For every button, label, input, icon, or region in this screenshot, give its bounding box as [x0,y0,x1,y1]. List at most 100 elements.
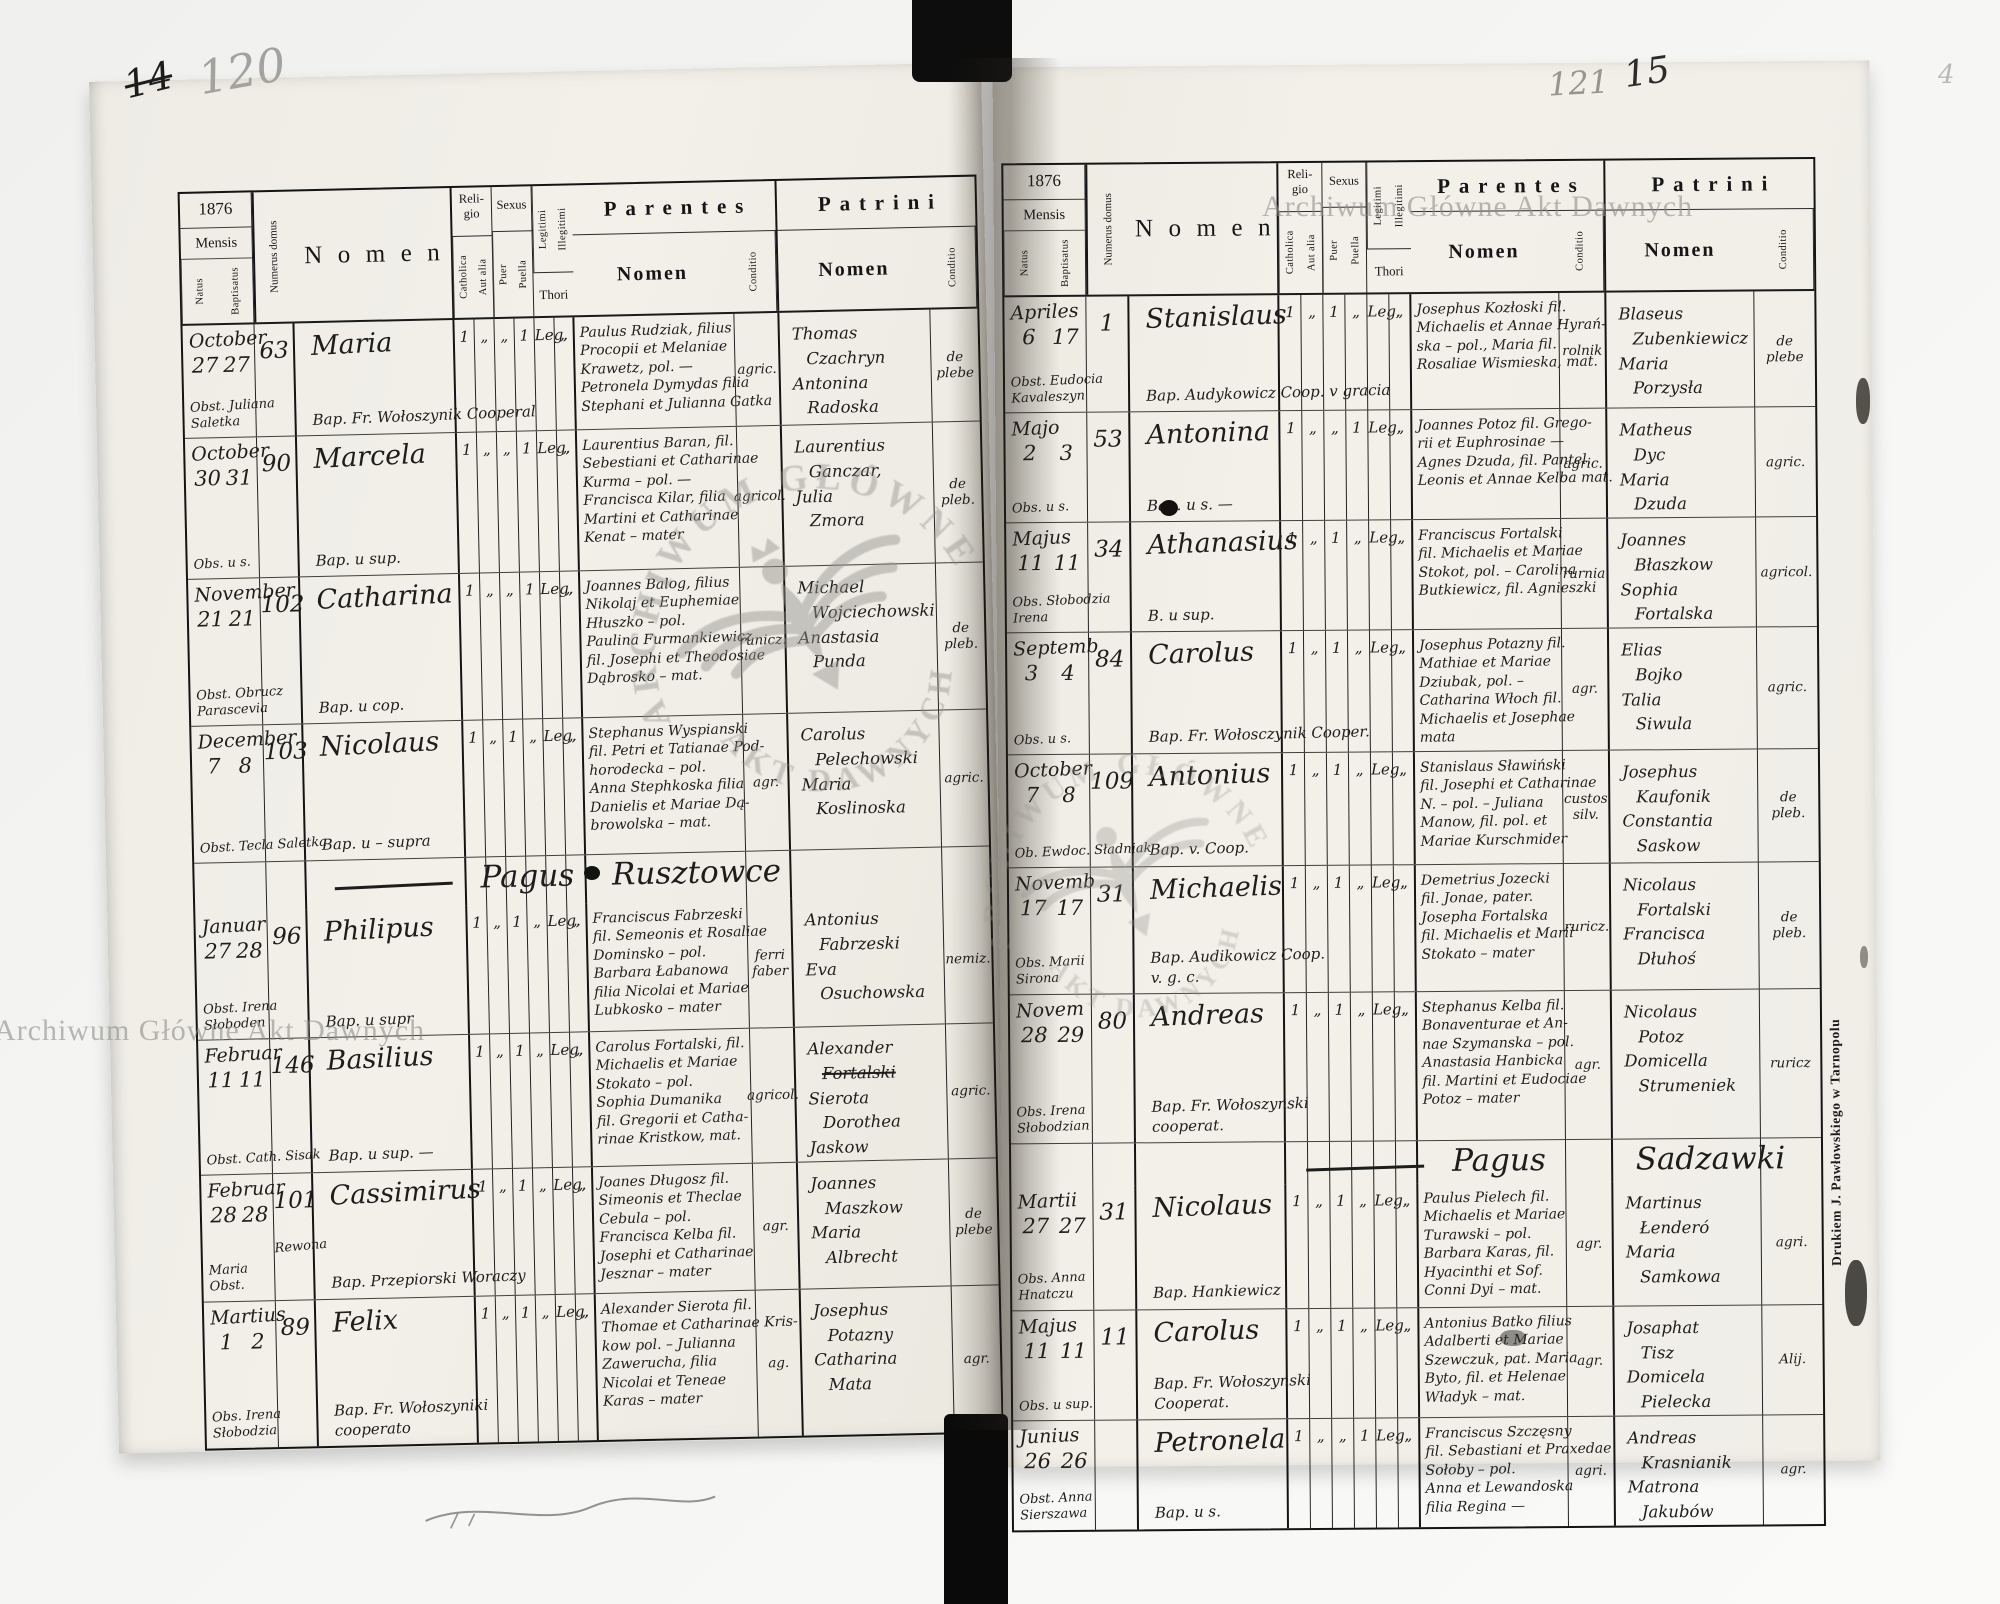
godparents-line: Kaufonik [1636,786,1712,806]
natus-date: 26 [1024,1448,1052,1474]
mark-value: 1 [474,1042,485,1061]
register-row: October 27 27 Obst. Juliana Saletka 63 Maria Ba… [182,308,980,439]
mark-value: 1 [1289,873,1300,892]
month-name: Septemb [1012,634,1099,661]
natus-date: 6 [1022,325,1036,350]
godparents-line: Joannes [1620,530,1687,550]
name-cell: Antonina Bap. u s. — [1130,411,1282,522]
archive-watermark: Archiwum Główne Akt Dawnych [1262,190,1694,223]
godparents-line: Jaskow [809,1137,869,1158]
register-row: November 21 21 Obst. Obrucz Parascevia 102 Cat… [188,562,987,727]
section-heading-label: Pagus Sadzawki [1451,1140,1786,1179]
mark-value: „ [580,1302,590,1321]
baptism-name: Andreas [1150,997,1265,1033]
name-cell: Felix Bap. Fr. Wołoszyniki cooperato [315,1296,489,1446]
mark-value: 1 [524,580,535,599]
parents-cell: Laurentius Baran, fil. Sebestiani et Cath… [576,426,759,571]
godparents-line: Potoz [1638,1026,1684,1046]
parents-cell: Carolus Fortalski, fil. Michaelis et Mari… [589,1028,753,1166]
right-page: 1876 Mensis Natus Baptisatus Numerus domus No… [992,60,1881,1533]
parents-condition: ferri faber [751,946,789,980]
baptisatus-date: 27 [222,352,251,378]
natus-date: 27 [204,939,232,964]
godparents-cell: Thomas Czachryn Antonina Radoska [779,309,933,425]
baptism-name: Antonina [1145,415,1271,451]
baptism-name: Nicolaus [1151,1188,1273,1224]
baptisatus-date: 21 [228,606,256,631]
baptism-name: Carolus [1152,1314,1260,1349]
parents-line: Anastasia Hanbicka [1422,1052,1564,1072]
parents-line: fil. Michaelis et Marii [1421,925,1574,945]
parents-cell: Stanislaus Sławiński fil. Josephi et Cath… [1414,750,1597,864]
religio-column-group: Reli-gio Catholica Aut alia [1278,162,1324,294]
parents-cell: Franciscus Fortalski fil. Michaelis et Ma… [1413,519,1597,630]
mensis-cell: Februar 11 11 Obst. Cath. Sisak [198,1039,321,1175]
mensis-cell: Septemb 3 4 Obs. u s. [1006,632,1099,755]
godparents-condition: agr. [963,1350,990,1367]
name-cell: Carolus Bap. Fr. Wołoszynski Cooperat. [1137,1309,1311,1420]
parents-line: Potoz – mater [1422,1090,1520,1109]
godparents-line: Potazny [827,1324,894,1345]
midwife-line: Obs. u s. [193,554,252,573]
godparents-line: Osuchowska [820,982,926,1004]
parents-line: Stephani et Julianna Gatka [581,392,773,415]
house-number-cell: 90 [256,436,300,578]
godparents-line: Matrona [1627,1477,1700,1497]
parents-cell: Paulus Pielech fil. Michaelis et Mariae Tu… [1418,1181,1568,1307]
godparents-line: Matheus [1619,419,1693,440]
godparents-line: Michael [797,577,865,598]
parents-line: Barbara Karas, fil. [1423,1243,1555,1263]
midwife-note: Obs. Irena Słobodzia [212,1407,282,1443]
mark-value: „ [1312,873,1321,892]
mark-value: 1 [1293,1426,1304,1445]
section-heading-label: Pagus Rusztowce [480,852,782,896]
mark-value: „ [565,579,574,598]
mark-value: „ [1359,1316,1368,1335]
godparents-cell: Nicolaus Fortalski Francisca Dłuhoś [1610,862,1760,990]
godparents-condition-cell: agr. [1763,1415,1824,1524]
parents-condition-cell: agr. [1566,1181,1615,1306]
godparents-condition-cell: agric. [946,1023,996,1158]
godparents-condition: nemiz. [945,950,991,968]
godparents-line: Thomas [791,323,858,344]
column-header-mensis: 1876 Mensis Natus Baptisatus [179,192,255,324]
register-table-left: 1876 Mensis Natus Baptisatus Numerus domus No… [177,174,1004,1451]
baptism-name: Catharina [315,578,454,616]
parents-cell: Antonius Batko filius Adalberti et Mariae… [1419,1306,1578,1417]
midwife-note: Obs. u s. [193,554,257,574]
baptisatus-date: 8 [238,753,253,778]
mark-value: 1 [1337,1316,1347,1335]
godparents-line: Carolus [800,724,866,745]
godparents-line: Saskow [1636,835,1701,856]
parents-line: mata [1419,729,1456,747]
left-page: 1876 Mensis Natus Baptisatus Numerus domus No… [89,62,1011,1529]
house-number-cell: 34 [1088,522,1132,632]
baptisatus-date: 11 [1053,550,1081,575]
godparents-line: Radoska [807,396,880,418]
godparents-cell: Andreas Krasnianik Matrona Jakubów [1615,1415,1764,1526]
mark-value: 1 [459,327,470,346]
parents-line: Byto, fil. et Helenae [1424,1368,1567,1388]
mensis-label: Mensis [180,227,253,260]
godparents-condition-cell: agric. [1755,407,1816,516]
mark-value: „ [480,327,489,346]
mark-value: „ [535,1041,544,1060]
godparents-condition-cell: de pleb. [1758,749,1819,861]
natus-date: 1 [219,1329,234,1355]
godparents-line: Czachryn [806,347,886,369]
parents-line: Butkiewicz, fil. Agnieszki [1418,580,1597,600]
parents-cell: Stephanus Wyspianski fil. Petri et Tatian… [583,714,765,855]
conditio-label: Conditio [1753,209,1815,290]
parents-line: Władyk – mat. [1424,1387,1526,1406]
baptisatus-date: 3 [1059,440,1074,465]
baptisatus-date: 28 [241,1202,269,1227]
baptism-name: Carolus [1147,636,1255,671]
mensis-cell: Junius 26 26 Obst. Anna Sierszawa [1013,1420,1097,1531]
mark-value: 1 [461,440,472,459]
column-header-numerus-domus: Numerus domus [1085,164,1130,295]
mark-value: „ [1357,1000,1366,1019]
register-row: Novemb 17 17 Obs. Marii Sirona 31 Michaelis Bap… [1008,861,1820,996]
house-number-cell: 11 [1094,1310,1139,1420]
birth-baptism-dates: 21 21 [195,606,259,631]
column-header-numerus-domus: Numerus domus [251,191,295,323]
